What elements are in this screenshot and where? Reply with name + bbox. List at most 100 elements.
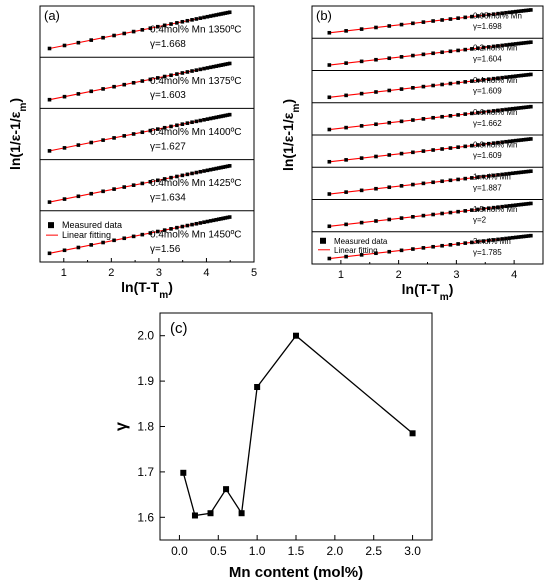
data-point: [112, 33, 116, 38]
data-point: [223, 62, 228, 67]
data-point: [223, 164, 228, 169]
data-point: [431, 115, 435, 120]
subpanel-gamma: γ=1.887: [473, 183, 502, 192]
subpanel-label: 0.4mol% Mn 1425ºC: [150, 178, 241, 189]
legend-measured: Measured data: [334, 237, 388, 246]
data-point: [89, 140, 94, 145]
data-point: [440, 147, 444, 151]
data-point: [491, 76, 496, 81]
data-point: [463, 15, 468, 20]
x-tick-label: 4: [203, 267, 209, 279]
data-point: [198, 67, 203, 72]
data-point: [526, 234, 531, 238]
data-point: [421, 246, 426, 250]
data-point: [359, 124, 364, 128]
data-point: [421, 52, 426, 57]
data-point: [227, 112, 232, 117]
data-point: [431, 244, 435, 249]
data-point: [524, 234, 528, 239]
data-point: [175, 225, 179, 230]
data-point: [529, 201, 533, 206]
data-point: [89, 38, 94, 42]
data-point: [521, 170, 526, 174]
data-point: [491, 205, 496, 210]
data-point: [122, 236, 127, 241]
data-point: [431, 148, 435, 152]
data-point: [169, 22, 173, 26]
data-point: [208, 116, 213, 121]
data-point: [456, 177, 460, 182]
data-point: [510, 139, 515, 143]
data-point: [216, 217, 221, 222]
data-point: [470, 79, 474, 83]
data-point: [524, 40, 528, 45]
data-point: [211, 64, 216, 69]
data-point: [140, 130, 145, 135]
subpanel-gamma: γ=1.627: [150, 141, 186, 152]
x-tick-label: 1: [61, 267, 67, 279]
x-tick-label: 2.0: [327, 544, 344, 558]
data-point: [500, 43, 504, 48]
x-tick-label: 2: [396, 269, 402, 281]
data-point: [456, 48, 460, 53]
data-point: [374, 251, 378, 256]
data-point: [101, 87, 105, 91]
data-point: [221, 165, 225, 169]
data-point: [254, 384, 261, 391]
data-point: [175, 72, 179, 76]
data-point: [214, 13, 219, 17]
subpanel-gamma: γ=1.634: [150, 193, 186, 204]
y-axis-label: ln(1/ε-1/εm): [7, 98, 29, 170]
data-point: [496, 205, 500, 209]
data-point: [421, 213, 426, 218]
data-point: [513, 235, 518, 240]
data-point: [481, 142, 486, 147]
data-point: [140, 28, 145, 32]
data-point: [463, 176, 468, 181]
data-point: [169, 175, 173, 180]
data-point: [421, 117, 426, 121]
data-point: [387, 88, 392, 93]
data-point: [476, 78, 480, 83]
legend-fit: Linear fitting: [334, 246, 378, 255]
data-point: [76, 194, 81, 199]
data-point: [131, 80, 136, 85]
data-point: [519, 234, 523, 239]
subpanel-gamma: γ=1.609: [473, 151, 502, 160]
data-point: [344, 61, 348, 65]
x-tick-label: 0.5: [210, 544, 227, 558]
data-point: [516, 138, 521, 143]
data-point: [207, 510, 214, 517]
data-point: [208, 14, 213, 18]
data-point: [399, 22, 404, 27]
data-point: [470, 47, 474, 51]
x-tick-label: 4: [511, 269, 517, 281]
data-point: [175, 174, 179, 179]
data-point: [190, 69, 194, 73]
data-point: [456, 16, 460, 20]
data-point: [448, 17, 453, 21]
data-point: [470, 208, 474, 212]
data-point: [456, 209, 460, 214]
subpanel-label: 1mol% Mn: [473, 173, 511, 182]
data-point: [227, 164, 232, 168]
subpanel-label: 0.4mol% Mn 1350ºC: [150, 25, 241, 36]
data-point: [513, 9, 518, 14]
data-point: [359, 59, 364, 64]
data-point: [481, 77, 486, 82]
data-point: [504, 204, 508, 209]
data-point: [327, 159, 332, 164]
data-point: [507, 236, 512, 240]
data-point: [225, 215, 230, 220]
subpanel-gamma: γ=2: [473, 216, 487, 225]
data-point: [519, 170, 523, 175]
data-point: [214, 217, 219, 222]
data-point: [521, 8, 526, 13]
data-point: [225, 62, 230, 66]
data-point: [227, 10, 232, 15]
data-point: [504, 236, 508, 241]
data-point: [359, 253, 364, 257]
subpanel-label: 0.4mol% Mn: [473, 76, 517, 85]
data-point: [411, 118, 415, 122]
subpanel-label: 0.05mol% Mn: [473, 11, 522, 20]
